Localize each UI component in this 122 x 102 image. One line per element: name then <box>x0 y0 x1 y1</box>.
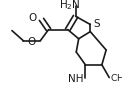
Text: H$_2$N: H$_2$N <box>59 0 80 12</box>
Text: O: O <box>28 37 36 47</box>
Text: CH$_3$: CH$_3$ <box>110 72 122 85</box>
Text: S: S <box>93 19 100 29</box>
Text: O: O <box>28 13 37 23</box>
Text: NH: NH <box>68 74 84 84</box>
